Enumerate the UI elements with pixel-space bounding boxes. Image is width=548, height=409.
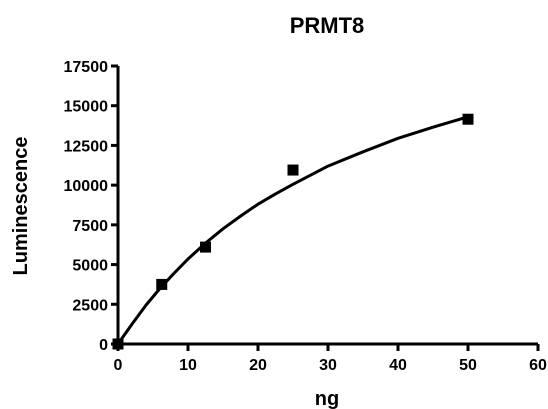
y-axis: 0 2500 5000 7500 10000 12500 15000 17500	[64, 59, 120, 354]
x-axis-label: ng	[315, 388, 339, 409]
chart-title: PRMT8	[290, 13, 365, 38]
y-tick-label: 17500	[64, 59, 109, 76]
x-tick-label: 60	[529, 357, 547, 374]
y-tick-label: 10000	[64, 178, 109, 195]
x-tick-label: 20	[249, 357, 267, 374]
data-points-layer	[112, 113, 474, 350]
x-tick-label: 10	[179, 357, 197, 374]
data-point	[200, 241, 211, 253]
x-tick-label: 30	[319, 357, 337, 374]
plot-area: 0 2500 5000 7500 10000 12500 15000 17500 0 10 20 3…	[64, 59, 548, 374]
x-axis: 0 10 20 30 40 50 60	[114, 342, 547, 374]
y-tick-label: 12500	[64, 138, 109, 155]
data-point	[287, 164, 299, 176]
y-tick-label: 0	[99, 337, 108, 354]
fit-curve	[116, 115, 469, 345]
fit-curve-layer	[116, 115, 469, 345]
data-point	[112, 338, 124, 350]
y-tick-label: 2500	[72, 297, 108, 314]
y-tick-label: 7500	[72, 218, 108, 235]
x-tick-label: 0	[114, 357, 123, 374]
y-tick-label: 15000	[64, 99, 109, 116]
y-axis-label: Luminescence	[10, 137, 32, 276]
x-tick-label: 40	[389, 357, 407, 374]
x-tick-label: 50	[459, 357, 477, 374]
data-point	[462, 113, 474, 125]
y-tick-label: 5000	[72, 258, 108, 275]
data-point	[156, 278, 168, 290]
